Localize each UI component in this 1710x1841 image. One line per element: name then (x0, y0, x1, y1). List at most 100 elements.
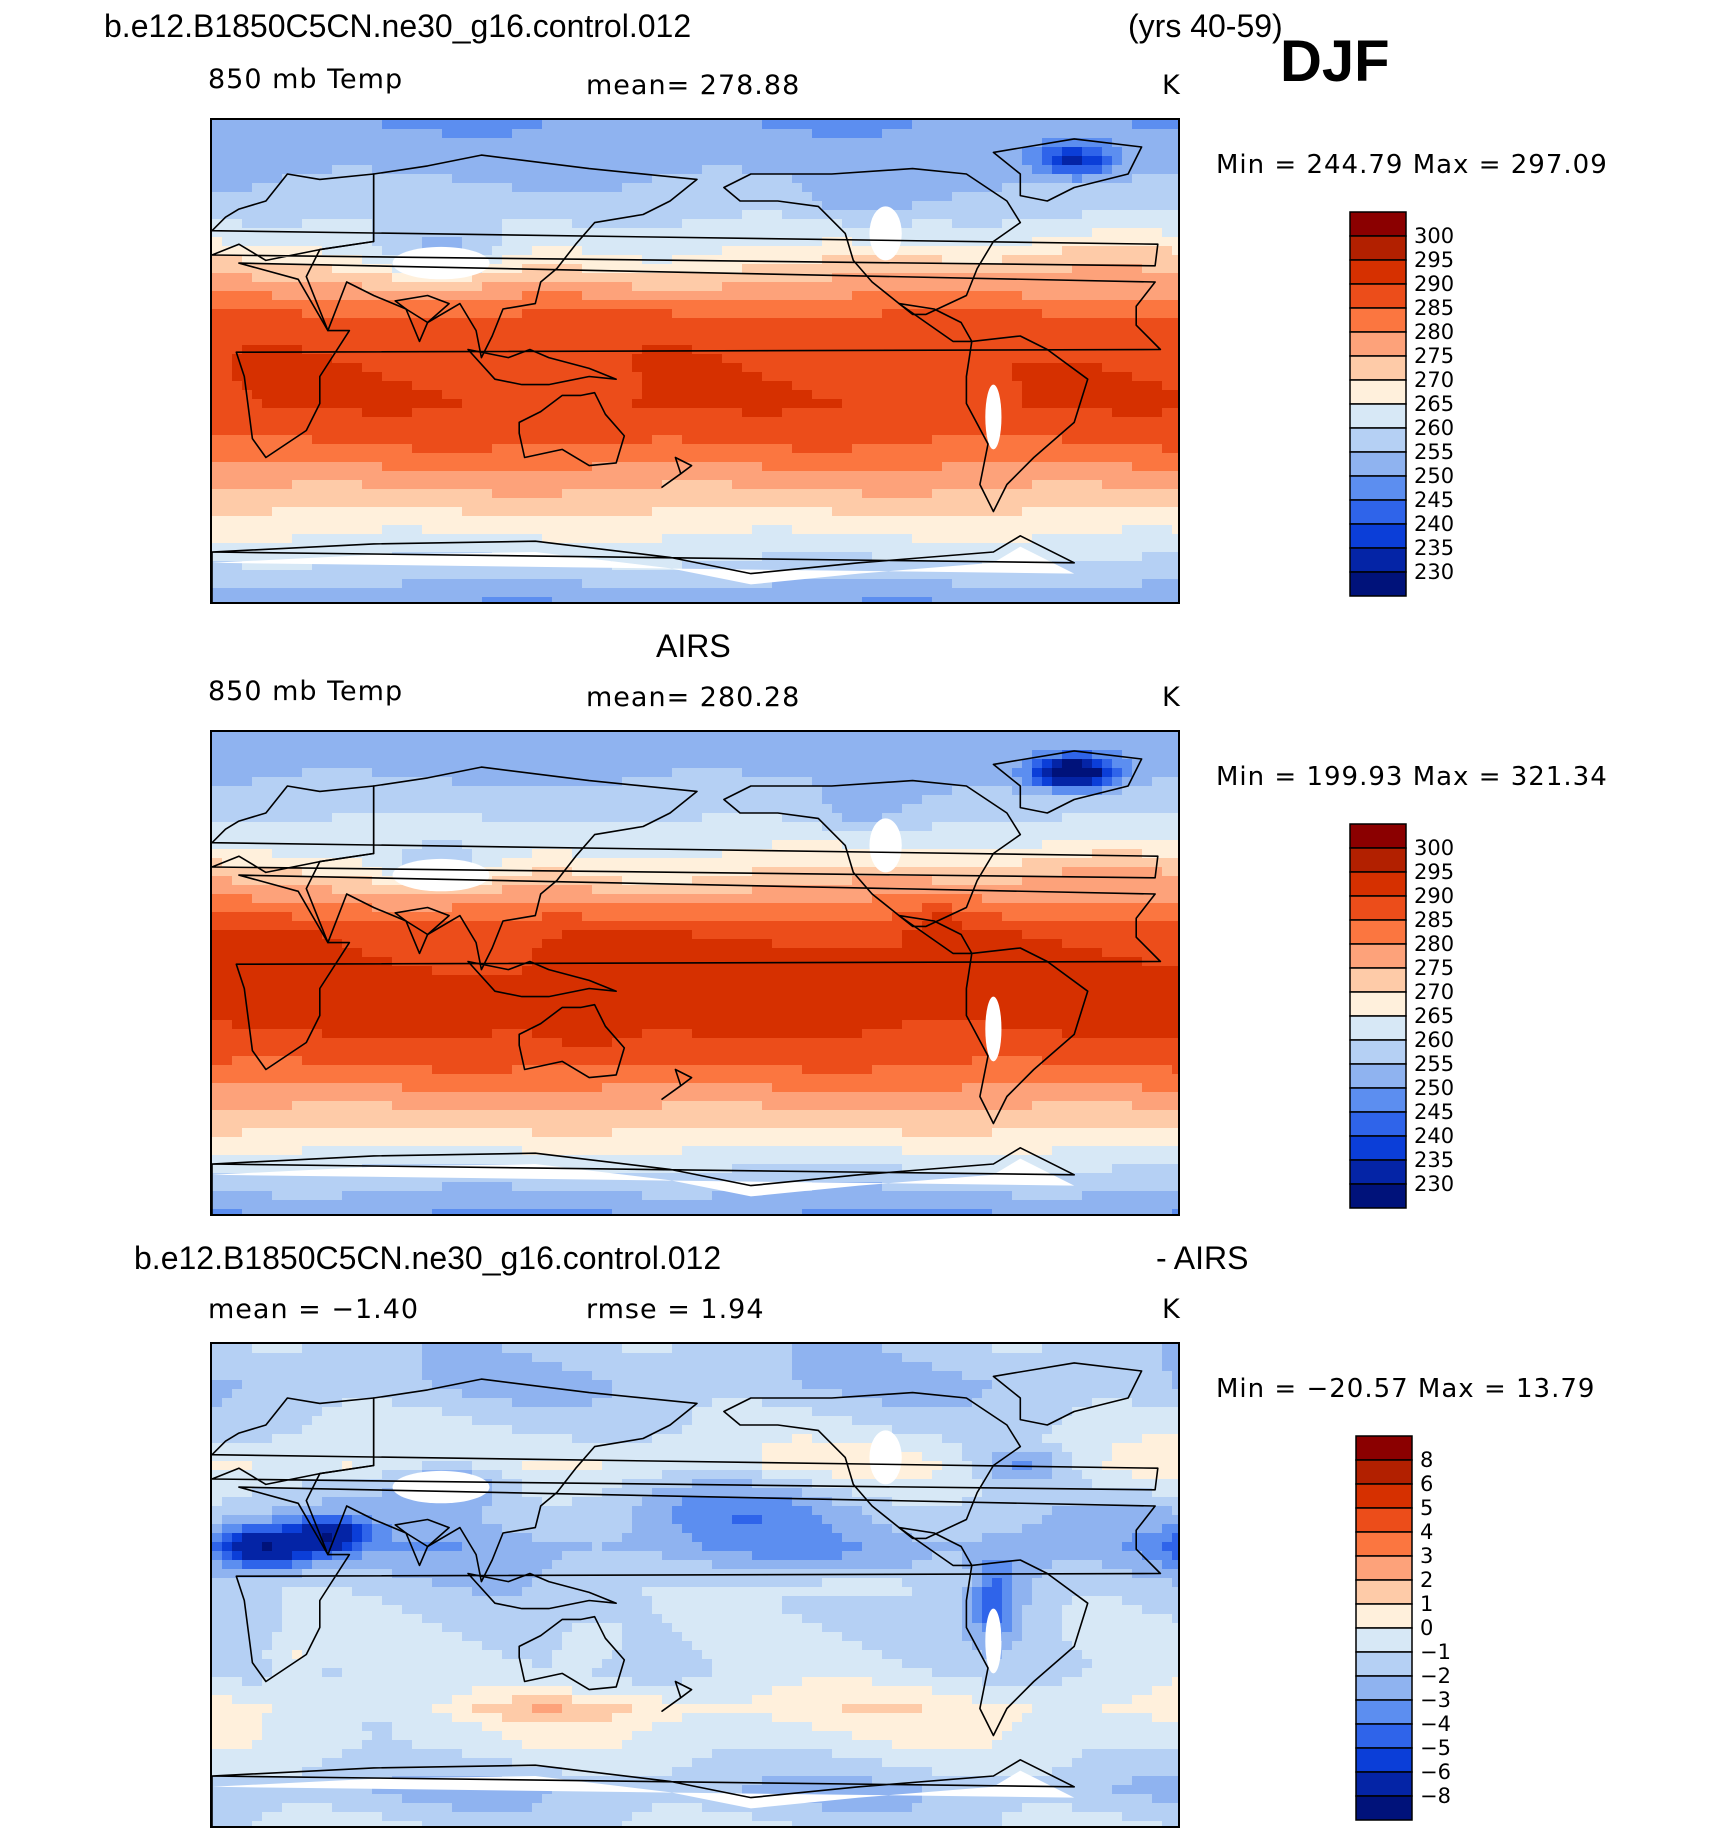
field-cell (902, 462, 913, 472)
field-cell (1072, 165, 1083, 175)
field-cell (1112, 363, 1123, 373)
field-cell (1172, 219, 1178, 229)
field-cell (642, 183, 653, 193)
field-cell (752, 210, 763, 220)
field-cell (532, 444, 543, 454)
field-cell (1132, 363, 1143, 373)
field-cell (752, 489, 763, 499)
field-cell (632, 327, 643, 337)
field-cell (372, 138, 383, 148)
field-cell (262, 534, 273, 544)
field-cell (892, 354, 903, 364)
field-cell (482, 237, 493, 247)
field-cell (912, 219, 923, 229)
field-cell (372, 255, 383, 265)
field-cell (1062, 561, 1073, 571)
field-cell (1022, 399, 1033, 409)
field-cell (1162, 291, 1173, 301)
field-cell (272, 192, 283, 202)
field-cell (1052, 309, 1063, 319)
field-cell (872, 534, 883, 544)
field-cell (482, 309, 493, 319)
field-cell (932, 570, 943, 580)
field-cell (952, 534, 963, 544)
field-cell (682, 489, 693, 499)
field-cell (752, 129, 763, 139)
field-cell (1092, 228, 1103, 238)
field-cell (692, 516, 703, 526)
field-cell (572, 309, 583, 319)
field-cell (1072, 498, 1083, 508)
field-cell (692, 291, 703, 301)
field-cell (992, 354, 1003, 364)
field-cell (472, 291, 483, 301)
field-cell (612, 300, 623, 310)
field-cell (782, 444, 793, 454)
field-cell (632, 507, 643, 517)
field-cell (792, 498, 803, 508)
field-cell (372, 444, 383, 454)
field-cell (452, 525, 463, 535)
field-cell (1042, 183, 1053, 193)
field-cell (942, 471, 953, 481)
field-cell (502, 507, 513, 517)
field-cell (932, 156, 943, 166)
field-cell (222, 147, 233, 157)
field-cell (922, 453, 933, 463)
field-cell (512, 138, 523, 148)
field-cell (332, 174, 343, 184)
field-cell (382, 426, 393, 436)
field-cell (382, 165, 393, 175)
field-cell (512, 543, 523, 553)
field-cell (672, 120, 683, 130)
field-cell (952, 174, 963, 184)
field-cell (352, 534, 363, 544)
field-cell (412, 210, 423, 220)
field-cell (372, 246, 383, 256)
field-cell (582, 120, 593, 130)
field-cell (282, 300, 293, 310)
field-cell (322, 570, 333, 580)
field-cell (422, 570, 433, 580)
field-cell (1172, 471, 1178, 481)
field-cell (612, 363, 623, 373)
field-cell (932, 255, 943, 265)
field-cell (612, 399, 623, 409)
field-cell (1042, 390, 1053, 400)
field-cell (792, 165, 803, 175)
field-cell (262, 156, 273, 166)
field-cell (1022, 381, 1033, 391)
field-cell (592, 579, 603, 589)
field-cell (862, 462, 873, 472)
field-cell (612, 534, 623, 544)
field-cell (262, 291, 273, 301)
field-cell (1052, 138, 1063, 148)
field-cell (862, 255, 873, 265)
field-cell (1172, 489, 1178, 499)
field-cell (1082, 516, 1093, 526)
field-cell (252, 507, 263, 517)
field-cell (452, 534, 463, 544)
field-cell (1052, 462, 1063, 472)
field-cell (962, 390, 973, 400)
field-cell (742, 516, 753, 526)
field-cell (312, 435, 323, 445)
field-cell (232, 552, 243, 562)
field-cell (1092, 516, 1103, 526)
field-cell (282, 228, 293, 238)
field-cell (232, 498, 243, 508)
field-cell (472, 498, 483, 508)
field-cell (722, 219, 733, 229)
field-cell (322, 534, 333, 544)
field-cell (312, 291, 323, 301)
field-cell (482, 516, 493, 526)
field-cell (252, 480, 263, 490)
field-cell (432, 354, 443, 364)
field-cell (732, 147, 743, 157)
field-cell (492, 417, 503, 427)
field-cell (542, 228, 553, 238)
field-cell (1012, 543, 1023, 553)
field-cell (552, 372, 563, 382)
field-cell (372, 561, 383, 571)
field-cell (692, 363, 703, 373)
